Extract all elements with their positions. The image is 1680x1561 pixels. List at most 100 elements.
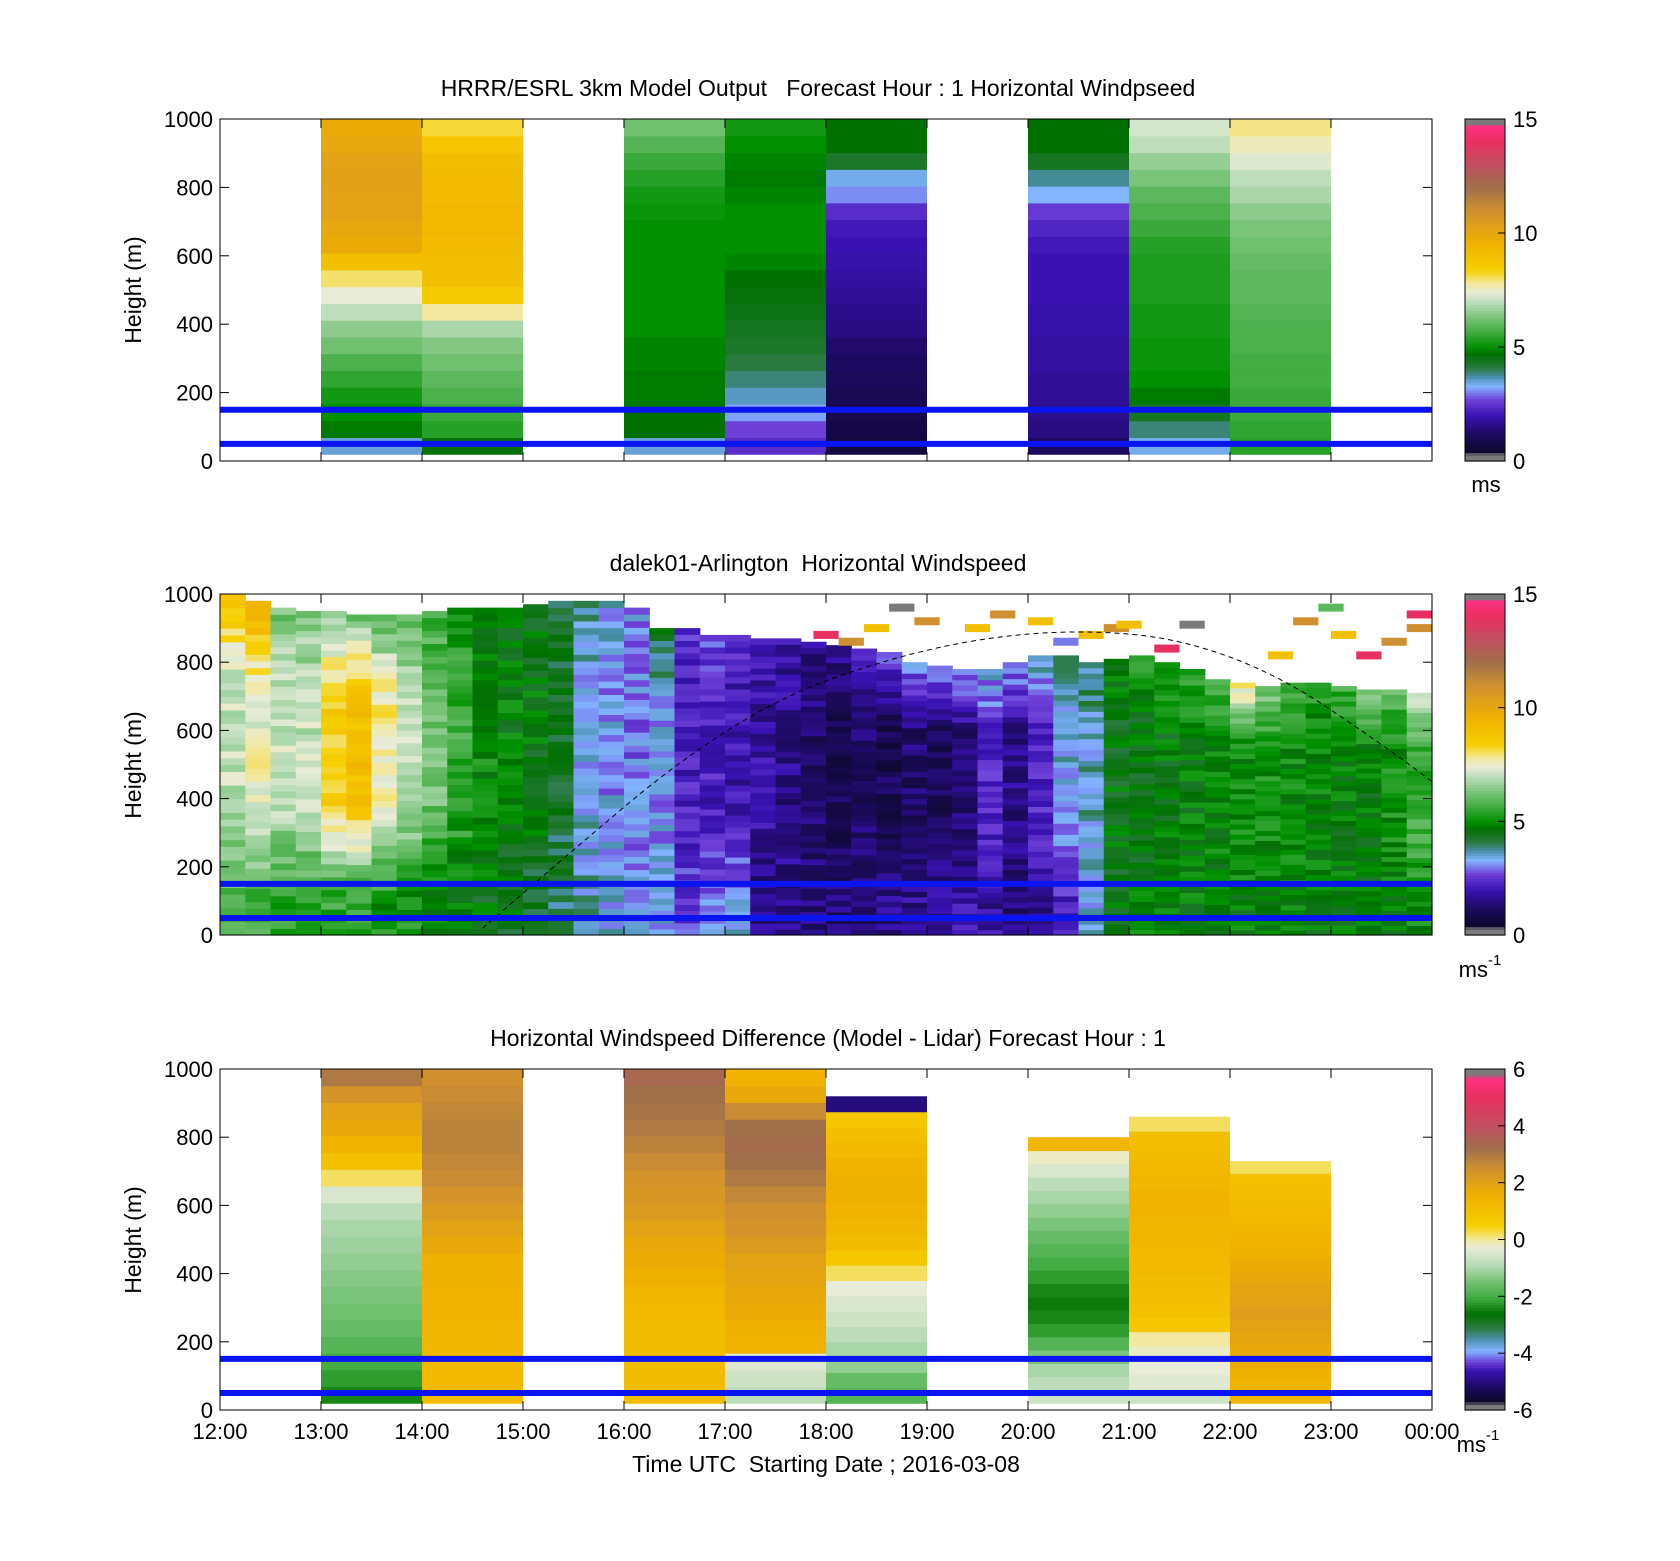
heatmap-cell	[321, 909, 347, 917]
heatmap-cell	[245, 861, 272, 869]
heatmap-cell	[977, 929, 1004, 936]
heatmap-cell	[396, 883, 423, 891]
heatmap-cell	[851, 688, 878, 695]
heatmap-cell	[1053, 761, 1080, 768]
heatmap-cell	[624, 771, 650, 779]
colorbar-segment	[1465, 1140, 1505, 1144]
colorbar-segment	[1465, 290, 1505, 294]
heatmap-cell	[1129, 420, 1230, 438]
heatmap-cell	[977, 876, 1004, 883]
heatmap-cell	[1078, 809, 1105, 816]
heatmap-cell	[1028, 845, 1054, 852]
heatmap-cell	[422, 119, 523, 137]
heatmap-cell	[826, 303, 927, 321]
heatmap-cell	[1381, 871, 1408, 877]
heatmap-cell	[1406, 731, 1433, 738]
heatmap-cell	[396, 890, 423, 898]
heatmap-cell	[725, 790, 751, 798]
heatmap-cell	[649, 787, 676, 795]
colorbar-segment	[1465, 622, 1505, 626]
heatmap-cell	[699, 904, 726, 912]
heatmap-cell	[346, 922, 373, 930]
heatmap-cell	[1280, 884, 1307, 891]
colorbar-segment	[1465, 790, 1505, 794]
heatmap-cell	[1331, 810, 1357, 817]
heatmap-cell	[1331, 920, 1357, 926]
heatmap-cell	[472, 797, 499, 805]
heatmap-cell	[1305, 793, 1332, 800]
heatmap-cell	[876, 889, 903, 896]
heatmap-cell	[598, 868, 625, 876]
heatmap-cell	[1002, 918, 1029, 925]
heatmap-cell	[573, 874, 600, 883]
heatmap-cell	[674, 714, 701, 721]
heatmap-cell	[1129, 817, 1155, 824]
heatmap-cell	[674, 806, 701, 813]
heatmap-cell	[396, 646, 423, 654]
colorbar-segment	[1465, 1117, 1505, 1121]
heatmap-cell	[598, 754, 625, 762]
heatmap-cell	[220, 900, 246, 909]
heatmap-cell	[1331, 885, 1357, 891]
heatmap-cell	[295, 734, 322, 742]
heatmap-cell	[396, 697, 423, 705]
heatmap-cell	[1230, 712, 1256, 719]
heatmap-cell	[220, 819, 246, 827]
heatmap-cell	[1078, 864, 1105, 871]
heatmap-cell	[321, 688, 347, 696]
heatmap-cell	[472, 830, 499, 838]
heatmap-cell	[422, 656, 448, 664]
colorbar-segment	[1465, 1319, 1505, 1323]
heatmap-cell	[321, 1269, 422, 1287]
heatmap-cell	[1331, 770, 1357, 777]
heatmap-cell	[422, 721, 448, 729]
heatmap-cell	[220, 825, 246, 834]
heatmap-cell	[889, 603, 915, 612]
heatmap-cell	[1356, 763, 1383, 769]
heatmap-cell	[775, 786, 802, 794]
colorbar-segment	[1465, 1390, 1505, 1394]
heatmap-cell	[295, 760, 322, 768]
colorbar-segment	[1465, 656, 1505, 661]
heatmap-cell	[1230, 1185, 1331, 1198]
heatmap-cell	[1154, 744, 1181, 751]
heatmap-cell	[1002, 858, 1029, 865]
heatmap-cell	[674, 738, 701, 746]
heatmap-cell	[523, 723, 549, 731]
heatmap-cell	[1305, 894, 1332, 901]
heatmap-cell	[573, 848, 600, 856]
heatmap-cell	[548, 828, 575, 836]
heatmap-cell	[863, 624, 890, 633]
heatmap-cell	[725, 186, 826, 204]
heatmap-cell	[1002, 727, 1029, 734]
heatmap-cell	[396, 858, 423, 866]
heatmap-cell	[977, 754, 1004, 761]
heatmap-cell	[674, 824, 701, 832]
heatmap-cell	[396, 922, 423, 930]
heatmap-cell	[321, 1152, 422, 1170]
heatmap-cell	[725, 370, 826, 388]
heatmap-cell	[1356, 743, 1383, 749]
heatmap-cell	[624, 646, 650, 655]
heatmap-cell	[1002, 749, 1029, 756]
heatmap-cell	[1255, 795, 1282, 802]
heatmap-cell	[1028, 683, 1054, 690]
heatmap-cell	[1356, 822, 1383, 828]
colorbar-segment	[1465, 787, 1505, 791]
heatmap-cell	[497, 666, 524, 674]
colorbar-segment	[1465, 861, 1505, 865]
heatmap-cell	[1028, 617, 1054, 626]
heatmap-cell	[927, 918, 953, 925]
panel-lidar-colorbar-frame	[1464, 593, 1506, 936]
heatmap-cell	[422, 269, 523, 288]
heatmap-cell	[422, 818, 448, 826]
heatmap-cell	[952, 929, 979, 936]
heatmap-cell	[270, 856, 297, 864]
heatmap-cell	[447, 902, 474, 910]
heatmap-cell	[775, 715, 802, 722]
heatmap-cell	[1230, 1270, 1331, 1283]
heatmap-cell	[775, 869, 802, 877]
heatmap-cell	[598, 841, 625, 849]
heatmap-cell	[1028, 186, 1129, 204]
heatmap-cell	[1179, 759, 1206, 766]
